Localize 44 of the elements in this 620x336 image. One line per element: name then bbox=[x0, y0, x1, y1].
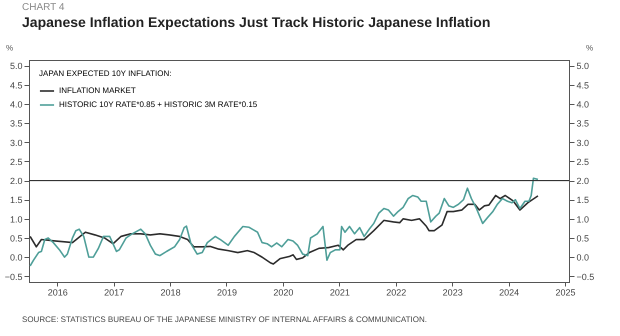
y2-tick-label: 0.0 bbox=[576, 252, 590, 263]
y2-tick-label: 5.0 bbox=[576, 61, 590, 72]
x-tick-label: 2025 bbox=[556, 288, 576, 298]
y2-tick-label: −0.5 bbox=[576, 272, 594, 282]
x-tick-label: 2017 bbox=[104, 288, 124, 298]
y-axis-title: % bbox=[6, 44, 14, 52]
y2-tick-label: 3.0 bbox=[576, 138, 590, 148]
y2-tick-label: 2.5 bbox=[576, 156, 590, 167]
x-tick-label: 2021 bbox=[330, 288, 350, 298]
y-tick-label: 1.0 bbox=[10, 214, 22, 224]
caption: CHART 4 bbox=[22, 2, 66, 13]
y-tick-label: 2.0 bbox=[10, 176, 22, 186]
x-tick-label: 2018 bbox=[160, 288, 181, 298]
y-tick-label: 0.0 bbox=[10, 252, 22, 263]
y-tick-label: 1.5 bbox=[10, 195, 22, 206]
y-tick-label: 0.5 bbox=[10, 233, 22, 244]
line-series bbox=[29, 177, 539, 267]
legend-title: JAPAN EXPECTED 10Y INFLATION: bbox=[39, 69, 172, 78]
source-note: SOURCE: STATISTICS BUREAU OF THE JAPANESE MINISTRY OF INTERNAL AFFAIRS & COMMUNICATION. bbox=[22, 315, 428, 324]
line-series bbox=[29, 194, 539, 265]
y2-tick-label: 2.0 bbox=[576, 176, 590, 186]
legend-label: INFLATION MARKET bbox=[59, 86, 136, 95]
y-tick-label: 2.5 bbox=[10, 156, 22, 167]
y-tick-label: 4.0 bbox=[10, 100, 22, 110]
chart-title: Japanese Inflation Expectations Just Track Historic Japanese Inflation bbox=[22, 14, 492, 30]
y2-tick-label: 3.5 bbox=[576, 118, 590, 129]
x-tick-label: 2020 bbox=[273, 288, 294, 298]
y-tick-label: 5.0 bbox=[10, 61, 22, 72]
y-tick-label: 3.0 bbox=[10, 138, 22, 148]
x-tick-label: 2023 bbox=[442, 288, 463, 298]
y-tick-label: −0.5 bbox=[4, 272, 22, 282]
y2-tick-label: 0.5 bbox=[576, 233, 590, 244]
y2-tick-label: 1.0 bbox=[576, 214, 590, 224]
y2-tick-label: 1.5 bbox=[576, 195, 590, 206]
y2-tick-label: 4.0 bbox=[576, 100, 590, 110]
y-tick-label: 3.5 bbox=[10, 118, 22, 129]
x-tick-label: 2022 bbox=[386, 288, 406, 298]
x-tick-label: 2016 bbox=[48, 288, 68, 298]
x-tick-label: 2019 bbox=[216, 288, 238, 298]
legend-label: HISTORIC 10Y RATE*0.85 + HISTORIC 3M RATE*0.15 bbox=[59, 100, 258, 109]
y2-tick-label: 4.5 bbox=[576, 80, 590, 90]
x-tick-label: 2024 bbox=[499, 288, 520, 298]
y-tick-label: 4.5 bbox=[10, 80, 22, 90]
y2-axis-title: % bbox=[586, 44, 594, 52]
